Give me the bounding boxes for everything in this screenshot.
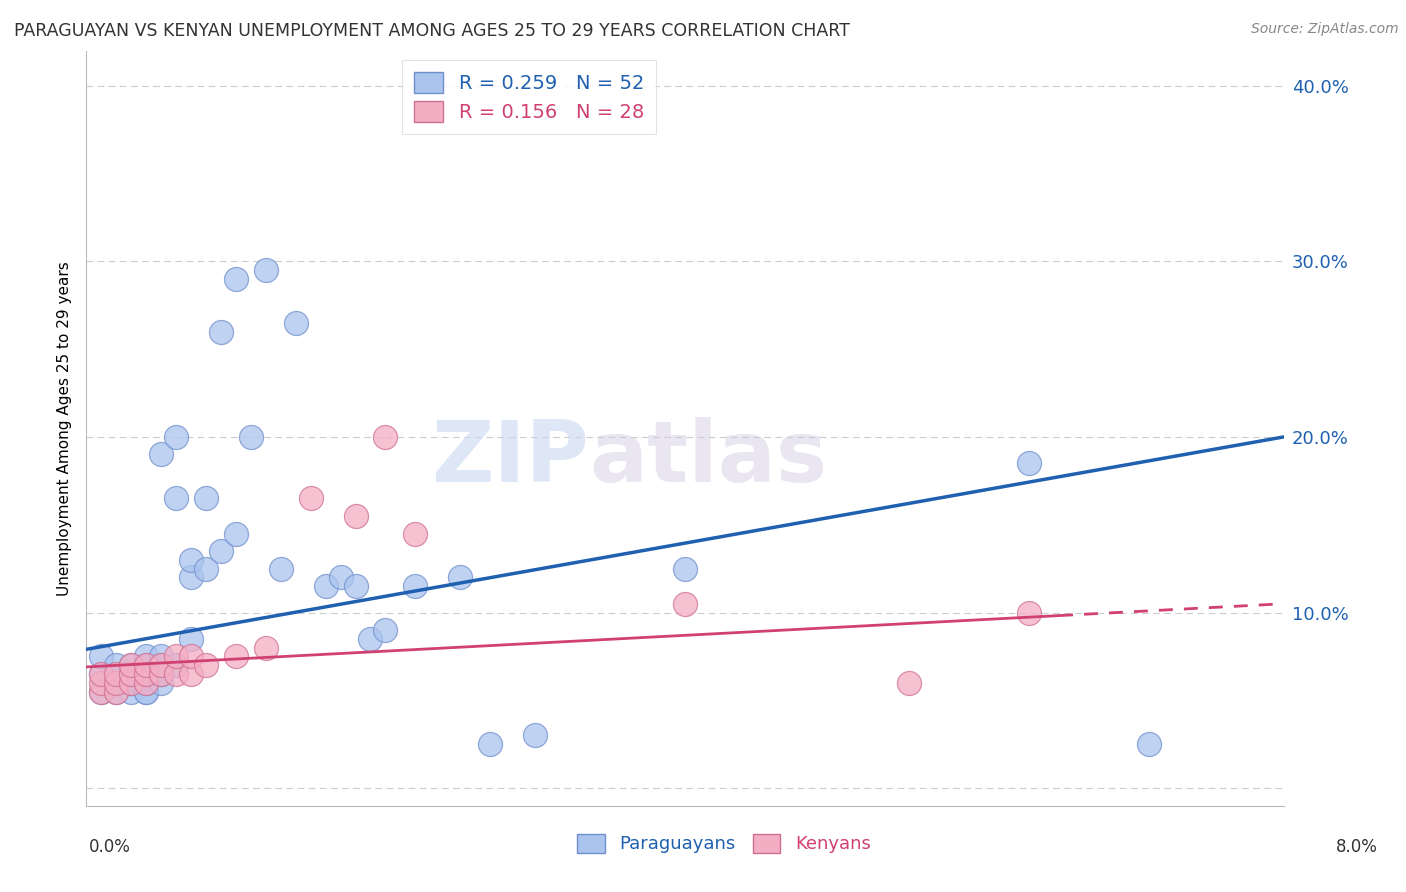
Point: [225, 649, 247, 664]
Point: [254, 640, 277, 655]
Point: [120, 667, 142, 681]
Point: [344, 579, 367, 593]
Point: [90, 649, 112, 664]
Point: [374, 430, 396, 444]
Point: [120, 675, 142, 690]
Point: [165, 491, 187, 506]
Point: [209, 325, 232, 339]
Point: [135, 667, 157, 681]
Point: [673, 561, 696, 575]
Point: [135, 684, 157, 698]
Point: [90, 684, 112, 698]
Point: [1137, 737, 1160, 751]
Text: PARAGUAYAN VS KENYAN UNEMPLOYMENT AMONG AGES 25 TO 29 YEARS CORRELATION CHART: PARAGUAYAN VS KENYAN UNEMPLOYMENT AMONG …: [14, 22, 851, 40]
Text: ZIP: ZIP: [432, 417, 589, 500]
Point: [180, 553, 202, 567]
Point: [149, 667, 172, 681]
Point: [180, 667, 202, 681]
Point: [180, 649, 202, 664]
Legend: R = 0.259   N = 52, R = 0.156   N = 28: R = 0.259 N = 52, R = 0.156 N = 28: [402, 61, 655, 134]
Point: [90, 675, 112, 690]
Point: [225, 526, 247, 541]
Point: [135, 684, 157, 698]
Point: [105, 684, 128, 698]
Point: [1018, 456, 1040, 470]
Point: [449, 570, 471, 584]
Point: [149, 658, 172, 673]
Text: 8.0%: 8.0%: [1336, 838, 1378, 856]
Point: [120, 658, 142, 673]
Point: [120, 675, 142, 690]
Point: [135, 658, 157, 673]
Point: [149, 448, 172, 462]
Point: [105, 658, 128, 673]
Point: [225, 272, 247, 286]
Text: atlas: atlas: [589, 417, 827, 500]
Point: [149, 658, 172, 673]
Point: [165, 430, 187, 444]
Point: [120, 667, 142, 681]
Point: [149, 675, 172, 690]
Point: [120, 675, 142, 690]
Point: [90, 667, 112, 681]
Text: Source: ZipAtlas.com: Source: ZipAtlas.com: [1251, 22, 1399, 37]
Point: [135, 649, 157, 664]
Point: [105, 684, 128, 698]
Point: [165, 658, 187, 673]
Point: [105, 675, 128, 690]
Point: [135, 667, 157, 681]
Point: [105, 667, 128, 681]
Point: [898, 675, 921, 690]
Point: [299, 491, 322, 506]
Point: [194, 658, 217, 673]
Point: [135, 675, 157, 690]
Point: [344, 508, 367, 523]
Point: [165, 667, 187, 681]
Point: [135, 658, 157, 673]
Point: [284, 316, 307, 330]
Legend: Paraguayans, Kenyans: Paraguayans, Kenyans: [571, 826, 877, 861]
Point: [120, 667, 142, 681]
Point: [149, 649, 172, 664]
Point: [194, 561, 217, 575]
Point: [209, 544, 232, 558]
Point: [149, 667, 172, 681]
Point: [329, 570, 352, 584]
Point: [194, 491, 217, 506]
Point: [165, 649, 187, 664]
Text: 0.0%: 0.0%: [89, 838, 131, 856]
Point: [135, 675, 157, 690]
Point: [120, 658, 142, 673]
Point: [254, 263, 277, 277]
Point: [360, 632, 382, 646]
Y-axis label: Unemployment Among Ages 25 to 29 years: Unemployment Among Ages 25 to 29 years: [58, 260, 72, 596]
Point: [673, 597, 696, 611]
Point: [105, 667, 128, 681]
Point: [239, 430, 262, 444]
Point: [1018, 606, 1040, 620]
Point: [524, 728, 547, 742]
Point: [374, 623, 396, 637]
Point: [105, 675, 128, 690]
Point: [180, 570, 202, 584]
Point: [404, 579, 426, 593]
Point: [270, 561, 292, 575]
Point: [479, 737, 502, 751]
Point: [90, 684, 112, 698]
Point: [404, 526, 426, 541]
Point: [90, 667, 112, 681]
Point: [120, 684, 142, 698]
Point: [180, 632, 202, 646]
Point: [315, 579, 337, 593]
